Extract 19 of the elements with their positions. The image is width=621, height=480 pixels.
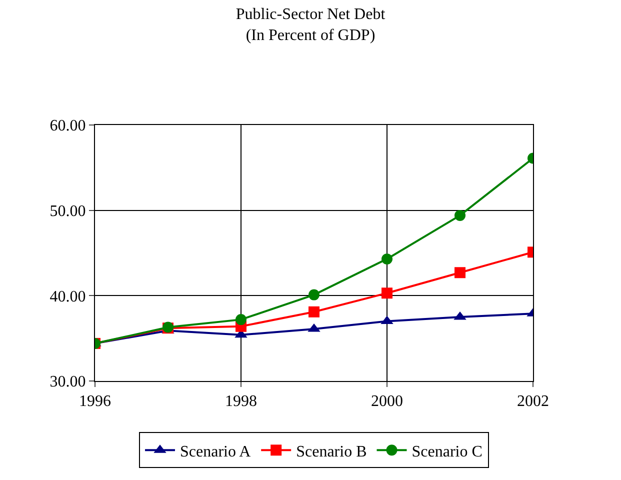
x-tick-label: 2002 <box>517 393 549 410</box>
y-tick-label: 40.00 <box>50 288 86 306</box>
legend-label: Scenario C <box>412 443 482 460</box>
point <box>308 306 320 318</box>
y-tick-label: 50.00 <box>50 202 86 220</box>
point <box>454 267 466 278</box>
point <box>308 289 320 300</box>
x-tick-label: 1996 <box>79 393 111 410</box>
point <box>236 314 246 326</box>
legend-label: Scenario B <box>296 443 367 460</box>
x-tick-label: 2000 <box>371 393 403 410</box>
point <box>382 253 392 264</box>
legend-label: Scenario A <box>180 443 252 460</box>
chart-title: Public-Sector Net Debt (In Percent of GDP) <box>236 6 386 44</box>
x-tick-label: 1998 <box>225 393 257 410</box>
point <box>454 210 466 221</box>
point <box>382 288 392 299</box>
y-tick-label: 60.00 <box>50 118 86 135</box>
y-tick-label: 30.00 <box>50 374 86 391</box>
